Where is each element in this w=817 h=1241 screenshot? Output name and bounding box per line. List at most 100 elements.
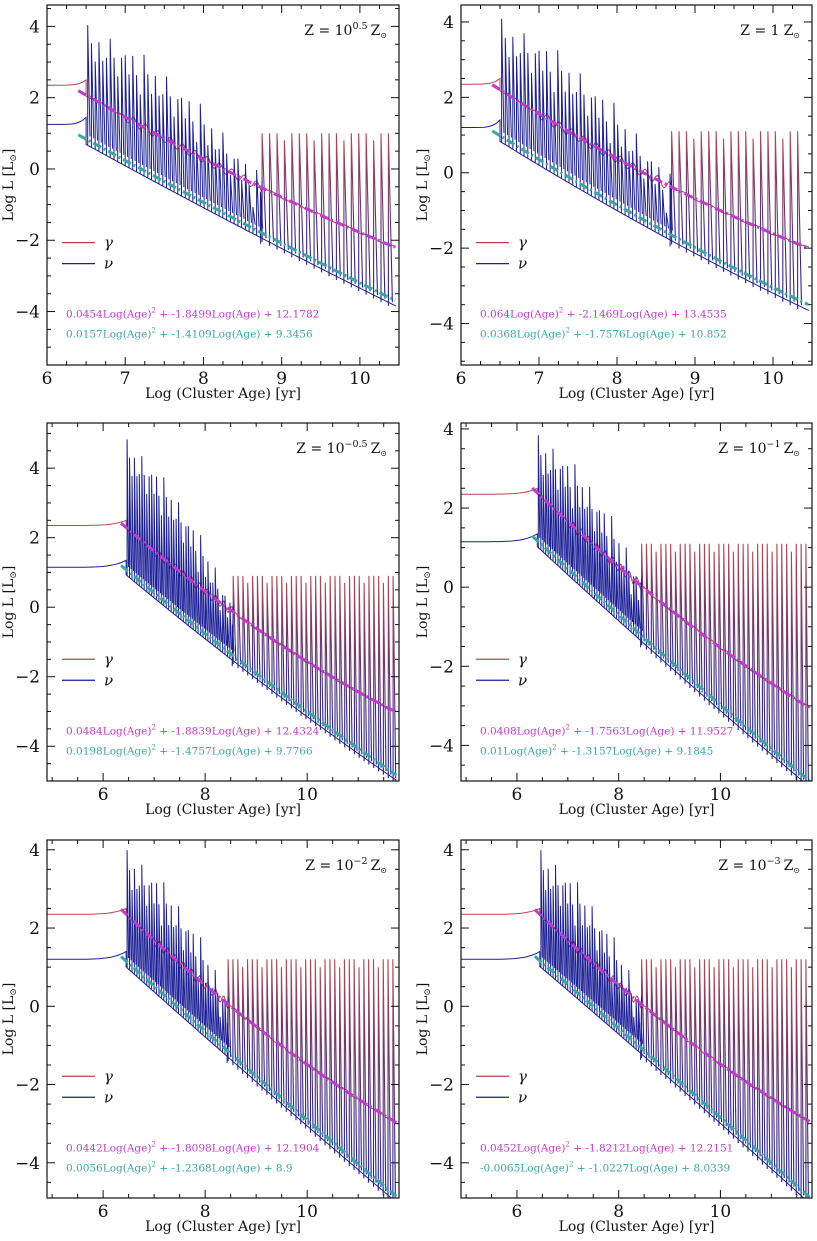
nu-spike [200, 535, 203, 636]
branch-spike [650, 543, 655, 654]
nu-spike [567, 903, 570, 991]
nu-spike [217, 588, 220, 649]
nu-spike [598, 510, 602, 604]
fit-term: + -1.2368Log(Age) + 8.9 [156, 1162, 293, 1174]
nu-spike [579, 73, 583, 190]
x-tick-label: 10 [349, 369, 371, 389]
nu-spike [200, 937, 203, 1033]
branch-spike [723, 959, 727, 1131]
x-axis-label: Log (Cluster Age) [yr] [559, 802, 715, 818]
metallicity-label: Z = 10−2 Z⊙ [305, 856, 387, 875]
nu-spike [154, 75, 159, 182]
x-axis-label: Log (Cluster Age) [yr] [145, 1219, 301, 1235]
fit-exponent: 2 [151, 327, 155, 335]
nu-spike [126, 439, 130, 576]
x-tick-label: 8 [613, 1202, 624, 1222]
y-axis-label: Log L [L⊙] [415, 149, 433, 222]
nu-spike [205, 982, 208, 1038]
branch-spike [684, 543, 689, 684]
chart-panel-4: 6 8 10 −4 −2 0 2 4 Log (Cluster Age) [yr] Log L [… [415, 420, 813, 818]
tick-marks [46, 5, 400, 366]
nu-spike [613, 538, 616, 617]
nu-spike [624, 129, 628, 216]
y-tick-label: 0 [29, 997, 40, 1017]
nu-spike [531, 72, 535, 161]
nu-spike [564, 91, 568, 181]
branch-spike [678, 131, 684, 249]
nu-spike [190, 546, 193, 628]
nu-spike [248, 185, 252, 232]
nu-spike [190, 952, 193, 1025]
branch-spike [655, 967, 660, 1071]
nu-spike [203, 124, 207, 208]
branch-spike [334, 575, 339, 741]
nu-spike [559, 468, 563, 568]
branch-spike [242, 575, 246, 672]
legend-label: γ [518, 650, 527, 668]
plot-area [47, 439, 398, 781]
branch-spike [321, 133, 327, 273]
fit-term: 0.01Log(Age) [480, 745, 552, 757]
branch-spike [774, 131, 780, 299]
nu-spike [170, 499, 174, 612]
gamma-fit-line [120, 521, 398, 714]
nu-spike [594, 531, 597, 599]
nu-spike [87, 25, 91, 146]
x-tick-label: 8 [198, 369, 209, 389]
branch-spike [766, 959, 771, 1169]
y-tick-label: −2 [429, 657, 454, 677]
legend-label: ν [518, 255, 527, 273]
y-tick-label: 2 [443, 919, 454, 939]
gamma-fit-line [533, 908, 811, 1123]
nu-spike [219, 610, 223, 651]
fit-exponent: 2 [151, 1160, 155, 1168]
nu-spike [163, 477, 166, 606]
nu-spike [555, 864, 558, 980]
y-tick-label: 0 [443, 578, 454, 598]
x-tick-label: 10 [296, 1202, 318, 1222]
plot-area [461, 18, 810, 312]
nu-spike [162, 94, 166, 187]
nu-spike [574, 464, 577, 582]
nu-spike [188, 101, 192, 201]
nu-spike [129, 870, 132, 970]
y-tick-label: 0 [443, 164, 454, 184]
branch-spike [786, 959, 790, 1187]
y-tick-label: −4 [429, 736, 454, 756]
nu-spike [596, 950, 600, 1016]
sun-symbol: ⊙ [9, 988, 19, 996]
branch-spike [700, 131, 706, 261]
legend-label: ν [104, 1088, 113, 1106]
branch-spike [298, 133, 304, 262]
y-tick-label: −2 [15, 1076, 40, 1096]
branch-spike [728, 543, 732, 722]
x-tick-label: 8 [200, 1202, 211, 1222]
x-tick-label: 10 [296, 785, 318, 805]
nu-spike [224, 595, 228, 655]
nu-spikes [501, 18, 673, 240]
nu-fit-line [491, 129, 809, 306]
branch-spike [373, 575, 377, 768]
nu-spike [594, 96, 598, 199]
nu-spike [620, 146, 625, 213]
nu-spike [158, 95, 162, 184]
nu-spike [136, 888, 139, 977]
nu-spike [553, 91, 557, 175]
branch-spike [645, 959, 650, 1063]
nu-spike [562, 885, 565, 987]
chart-panel-3: 6 8 10 −4 −2 0 2 4 Log (Cluster Age) [yr] Log L [… [1, 422, 400, 818]
metallicity-exponent: −2 [354, 856, 368, 867]
y-tick-label: −2 [15, 668, 40, 688]
fit-term: 0.0452Log(Age) [480, 1142, 565, 1154]
plot-frame [46, 839, 400, 1199]
y-tick-label: 4 [443, 841, 454, 861]
sun-symbol: ⊙ [380, 449, 387, 458]
nu-spike [577, 882, 580, 999]
nu-spike [635, 576, 638, 637]
second-branch-spikes [232, 575, 397, 781]
metallicity-base: Z = 10 [296, 441, 344, 457]
nu-spike [508, 57, 512, 147]
branch-spike [247, 582, 251, 676]
nu-spike [623, 565, 626, 626]
